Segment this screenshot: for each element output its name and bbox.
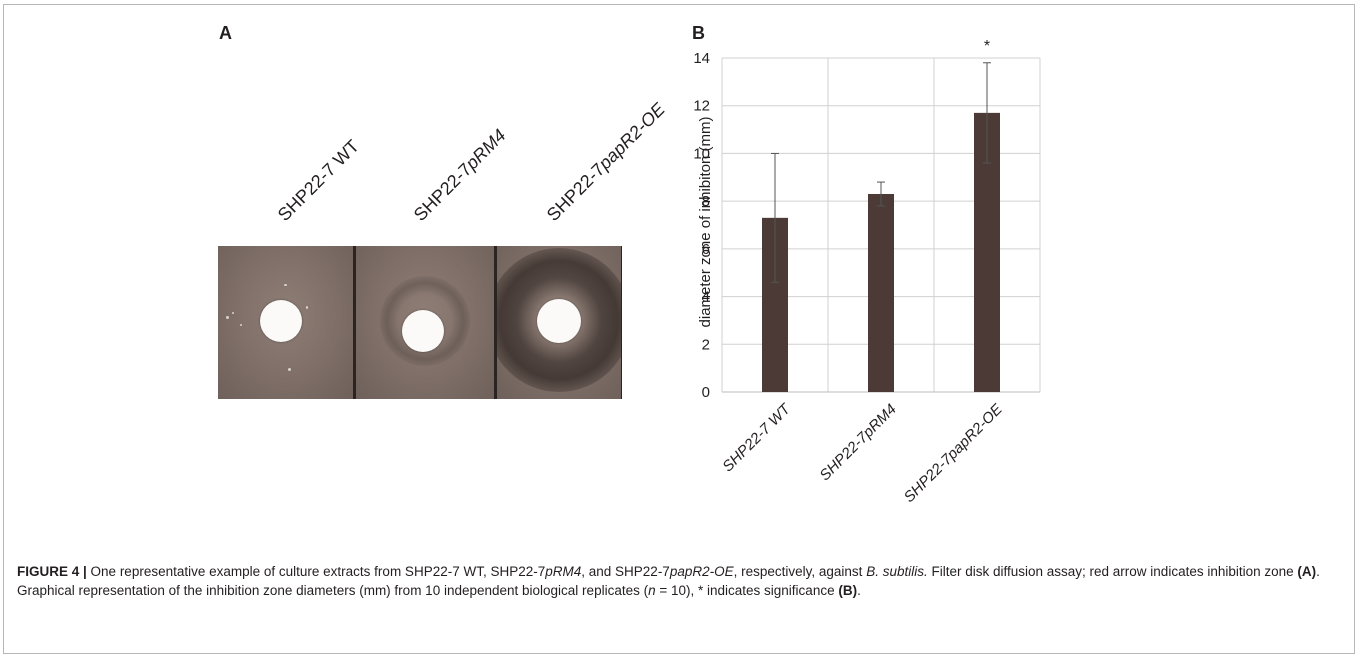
filter-disk (260, 300, 302, 342)
panel-a-label: A (219, 23, 232, 43)
figure-label: FIGURE 4 | (17, 564, 87, 579)
x-tick-label: SHP22-7 WT (719, 400, 795, 476)
y-tick-label: 14 (693, 50, 710, 67)
chart-labels: 0 2 4 6 8 10 12 14 SHP22-7 WT SHP22-7pRM4 * SHP22-7… (693, 38, 1006, 506)
filter-disk (402, 310, 444, 352)
figure-caption: FIGURE 4 | One representative example of… (17, 564, 1320, 598)
y-tick-label: 10 (693, 145, 710, 162)
significance-marker: * (984, 38, 990, 55)
plate-papr2-oe (497, 246, 621, 399)
y-tick-label: 2 (702, 336, 710, 353)
y-tick-label: 8 (702, 193, 710, 210)
y-axis-label: diameter zone of inhibiton (mm) (697, 117, 714, 328)
agar-plate-photo (218, 246, 622, 399)
y-tick-label: 0 (702, 384, 710, 401)
figure-frame (3, 4, 1355, 654)
x-tick-label: SHP22-7pRM4 (816, 401, 899, 484)
bar-chart: 0 2 4 6 8 10 12 14 SHP22-7 WT SHP22-7pRM4 * SHP22-7… (693, 38, 1041, 506)
plate-wt (218, 246, 353, 399)
panel-b-label: B (692, 23, 705, 43)
filter-disk (537, 299, 581, 343)
x-tick-label: SHP22-7papR2-OE (901, 400, 1007, 506)
y-tick-label: 6 (702, 241, 710, 258)
y-tick-label: 12 (693, 98, 710, 115)
chart-bars (762, 62, 1000, 392)
y-tick-label: 4 (702, 289, 710, 306)
plate-prm4 (356, 246, 494, 399)
bar (868, 193, 894, 392)
